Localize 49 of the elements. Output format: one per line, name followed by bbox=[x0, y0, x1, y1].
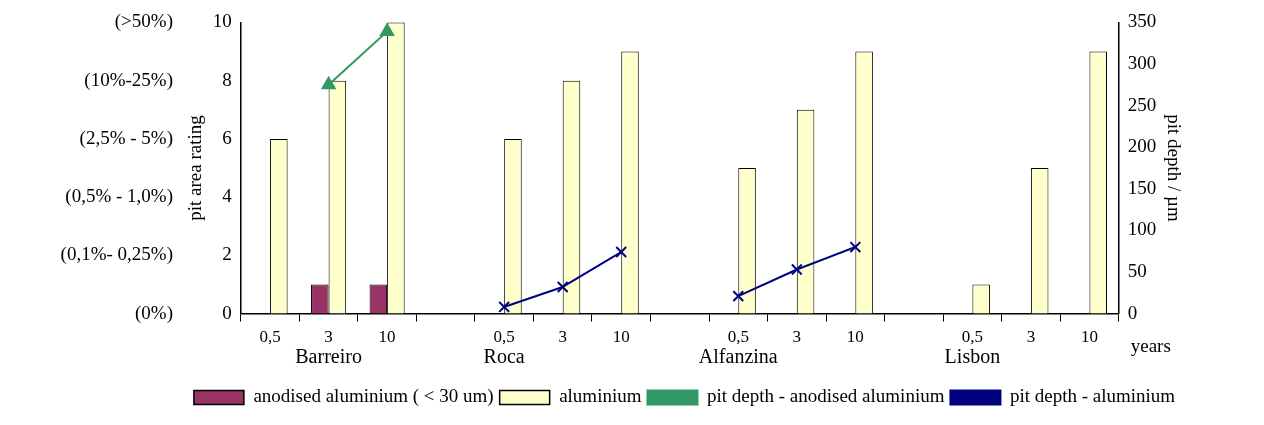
y2-tick-label: 350 bbox=[1127, 10, 1157, 32]
text: (0%) bbox=[135, 301, 173, 324]
text: (0,5% - 1,0%) bbox=[65, 185, 173, 208]
x-tick-label: 3 bbox=[1026, 327, 1036, 347]
y-tick-label: 2 bbox=[222, 243, 232, 265]
y2-tick-label: 100 bbox=[1127, 218, 1157, 240]
legend-label: aluminium bbox=[559, 385, 642, 407]
text: Roca bbox=[483, 344, 525, 367]
x-axis-title: years bbox=[1130, 335, 1171, 357]
y2-axis-title: pit depth / µm bbox=[1163, 114, 1185, 222]
y-tick-label: 10 bbox=[212, 10, 232, 32]
x-tick-label: 0,5 bbox=[493, 327, 515, 347]
x-tick-label: 3 bbox=[558, 327, 567, 347]
x-tick-label: 0,5 bbox=[259, 327, 281, 347]
text: Barreiro bbox=[295, 344, 362, 367]
y2-tick-label: 300 bbox=[1127, 51, 1157, 73]
point bbox=[790, 263, 803, 276]
legend-label: pit depth - aluminium bbox=[1009, 385, 1176, 407]
y2-tick-label: 0 bbox=[1127, 301, 1138, 323]
y-tick-label: 0 bbox=[222, 301, 232, 323]
text: (10%-25%) bbox=[84, 68, 173, 91]
x-tick-label: 0,5 bbox=[961, 327, 984, 347]
text: (0,1%- 0,25%) bbox=[60, 243, 173, 266]
y2-tick-label: 200 bbox=[1127, 135, 1157, 157]
text: (>50%) bbox=[114, 10, 173, 33]
y-tick-label: 6 bbox=[222, 126, 232, 148]
y-tick-label: 4 bbox=[222, 185, 233, 207]
legend-label: anodised aluminium ( < 30 um) bbox=[253, 385, 494, 408]
text: Lisbon bbox=[944, 344, 1001, 367]
y2-tick-label: 50 bbox=[1127, 259, 1147, 281]
x-tick-label: 10 bbox=[612, 327, 630, 347]
point bbox=[732, 290, 745, 303]
text: Alfanzina bbox=[698, 344, 778, 367]
y2-tick-label: 250 bbox=[1127, 93, 1157, 115]
point bbox=[498, 300, 511, 313]
x-tick-label: 10 bbox=[1080, 327, 1098, 347]
point bbox=[615, 246, 628, 258]
y2-tick-label: 150 bbox=[1127, 176, 1157, 198]
y-tick-label: 8 bbox=[222, 68, 232, 90]
legend-label: pit depth - anodised aluminium bbox=[706, 385, 945, 407]
x-tick-label: 3 bbox=[324, 327, 333, 347]
y-axis-title: pit area rating bbox=[184, 114, 206, 221]
x-tick-label: 10 bbox=[378, 327, 396, 347]
x-tick-label: 0,5 bbox=[727, 327, 749, 347]
point bbox=[556, 281, 569, 293]
text: (2,5% - 5%) bbox=[79, 126, 173, 149]
x-tick-label: 3 bbox=[792, 327, 802, 347]
point bbox=[849, 241, 862, 253]
x-tick-label: 10 bbox=[846, 327, 864, 347]
